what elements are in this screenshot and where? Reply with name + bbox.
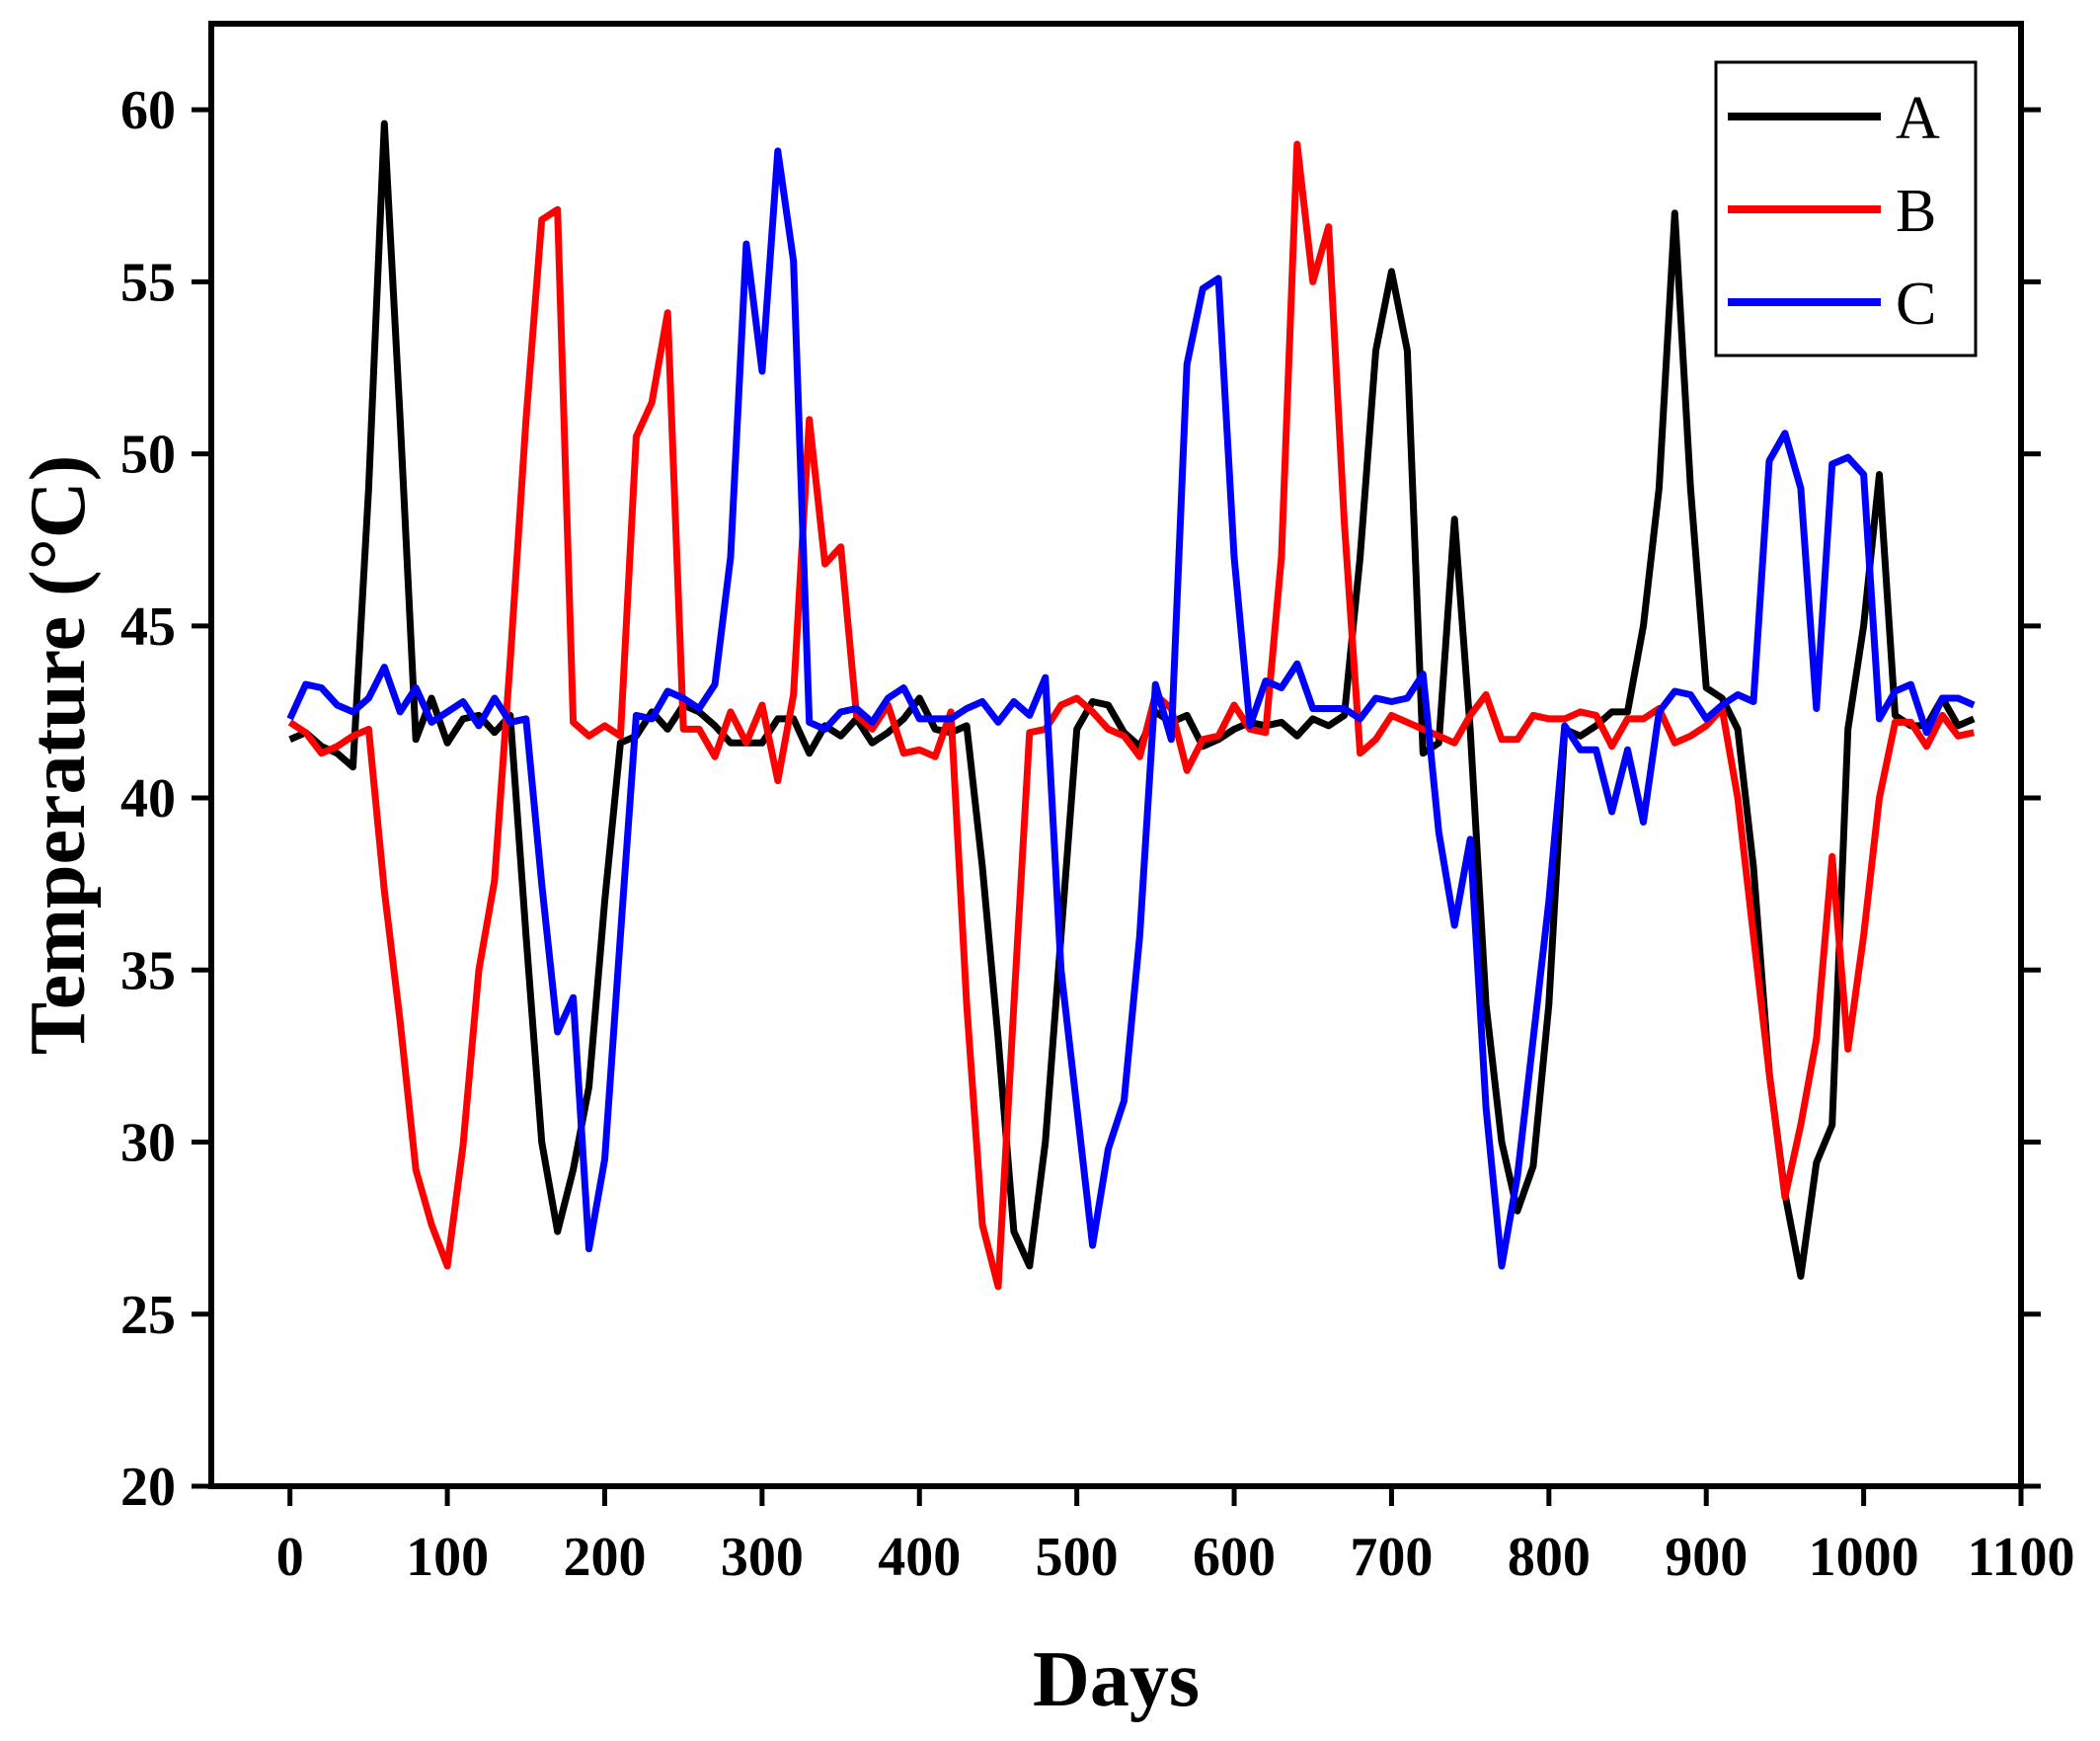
x-tick-label: 400 [878,1527,961,1588]
y-tick-label: 60 [120,80,176,141]
y-tick-label: 40 [120,768,176,830]
y-axis-title: Temperature (°C) [15,455,102,1055]
x-tick-label: 800 [1508,1527,1591,1588]
plot-frame [208,21,2024,1489]
x-tick-label: 900 [1665,1527,1748,1588]
x-tick-label: 0 [276,1527,304,1588]
y-tick-label: 35 [120,940,176,1001]
y-tick-label: 55 [120,252,176,313]
x-tick-label: 1100 [1968,1527,2075,1588]
series-line-b [287,140,1975,1291]
legend: ABC [1714,60,1978,357]
y-tick-label: 25 [120,1285,176,1346]
series-line-c [286,147,1976,1270]
series-layer [286,119,1976,1291]
legend-label-b: B [1896,178,1936,245]
y-axis: 20 25 30 35 40 45 50 55 60 [120,80,2041,1518]
y-tick-label: 20 [120,1457,176,1518]
y-tick-label: 30 [120,1113,176,1174]
series-line-a [288,119,1976,1280]
x-tick-label: 700 [1350,1527,1433,1588]
x-tick-label: 1000 [1809,1527,1919,1588]
x-tick-label: 300 [721,1527,804,1588]
x-tick-label: 600 [1193,1527,1276,1588]
y-tick-label: 50 [120,425,176,486]
x-axis: 0 100 200 300 400 500 600 700 800 900 1000 1100 [276,1486,2075,1588]
x-axis-title: Days [1033,1636,1200,1723]
x-tick-label: 200 [563,1527,646,1588]
legend-label-a: A [1896,85,1940,152]
x-tick-label: 500 [1036,1527,1119,1588]
legend-label-c: C [1896,271,1936,338]
x-tick-label: 100 [406,1527,489,1588]
y-tick-label: 45 [120,596,176,658]
